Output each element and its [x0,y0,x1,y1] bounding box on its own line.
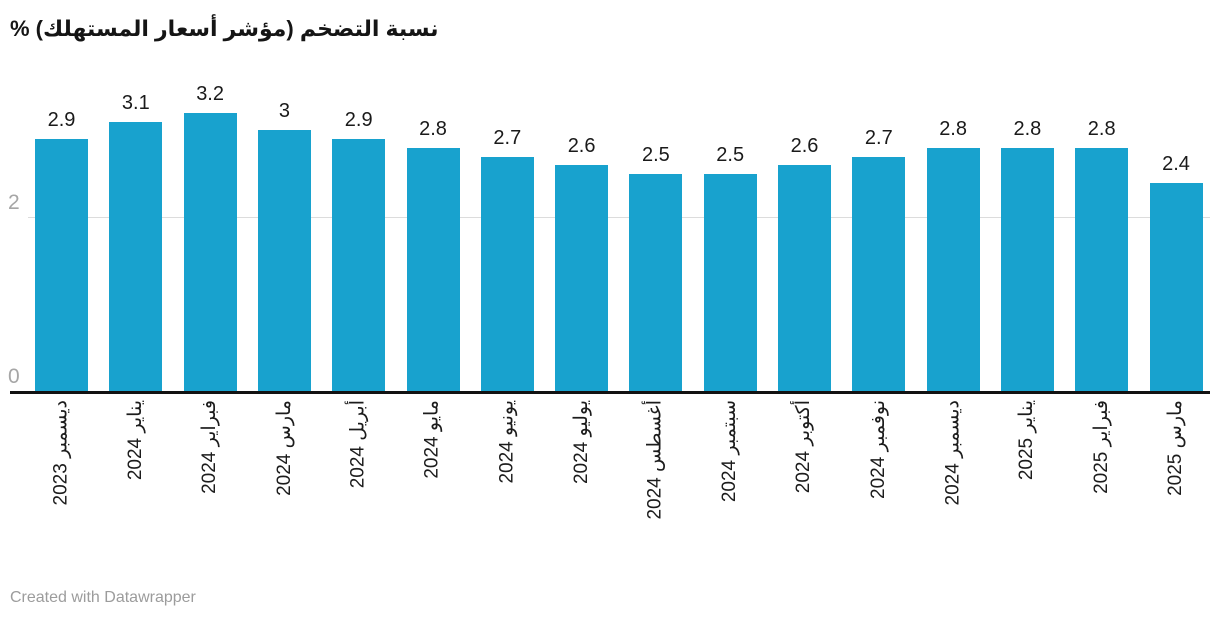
x-axis-tick-label: يناير 2024 [124,400,146,481]
datawrapper-credit-link[interactable]: Created with Datawrapper [10,589,196,606]
bar-1[interactable] [109,121,163,391]
bar-value-label: 2.7 [493,126,522,149]
bar-value-label: 2.9 [47,109,76,132]
bar-8[interactable] [629,174,683,391]
x-axis-tick-label: ديسمبر 2023 [50,400,72,506]
bar-14[interactable] [1075,147,1129,391]
x-axis-tick-label: فبراير 2024 [199,400,221,494]
y-gridline [28,216,1210,218]
x-axis-tick-label: ديسمبر 2024 [942,400,964,506]
bar-value-label: 2.8 [939,117,967,140]
y-axis-tick-label: 0 [8,365,20,388]
bar-value-label: 2.6 [790,135,819,158]
x-axis-tick-label: فبراير 2025 [1090,400,1112,494]
x-axis-tick-label: يناير 2025 [1016,400,1038,481]
bar-value-label: 2.9 [344,109,373,132]
x-axis-tick-label: سبتمبر 2024 [719,400,741,503]
bar-7[interactable] [555,165,609,391]
bar-6[interactable] [480,156,534,391]
bar-value-label: 2.5 [641,144,670,166]
bar-9[interactable] [703,174,757,391]
bar-value-label: 2.6 [567,135,596,158]
x-axis-tick-label: نوفمبر 2024 [867,400,889,499]
x-axis-line [10,391,1210,394]
x-axis-tick-label: أغسطس 2024 [644,400,666,520]
bar-value-label: 2.8 [419,117,447,140]
bar-4[interactable] [332,139,386,391]
bar-5[interactable] [406,147,460,391]
chart-title: نسبة التضخم (مؤشر أسعار المستهلك) % [10,16,439,41]
bar-value-label: 3.2 [196,82,224,105]
x-axis-tick-label: يونيو 2024 [496,400,518,484]
x-axis-tick-label: أكتوبر 2024 [793,400,815,494]
bar-13[interactable] [1000,147,1054,391]
y-axis-tick-label: 2 [8,190,20,214]
x-axis-tick-label: مارس 2024 [273,400,295,496]
bar-15[interactable] [1149,182,1203,391]
x-axis-tick-label: مايو 2024 [422,400,443,479]
bar-value-label: 2.7 [864,126,893,149]
bar-value-label: 2.5 [716,144,745,166]
bar-value-label: 2.8 [1013,117,1042,140]
bar-3[interactable] [257,130,311,391]
bar-0[interactable] [35,139,88,391]
bar-value-label: 2.4 [1162,152,1190,175]
bar-value-label: 2.8 [1087,117,1116,140]
bar-value-label: 3.1 [121,91,150,114]
x-axis-tick-label: مارس 2025 [1165,400,1186,496]
bar-10[interactable] [778,165,831,391]
bar-12[interactable] [926,147,980,391]
x-axis-tick-label: يوليو 2024 [570,400,592,485]
x-axis-tick-label: أبريل 2024 [347,400,369,489]
bar-11[interactable] [852,156,906,391]
bar-value-label: 3 [278,100,290,123]
bar-2[interactable] [183,112,237,391]
